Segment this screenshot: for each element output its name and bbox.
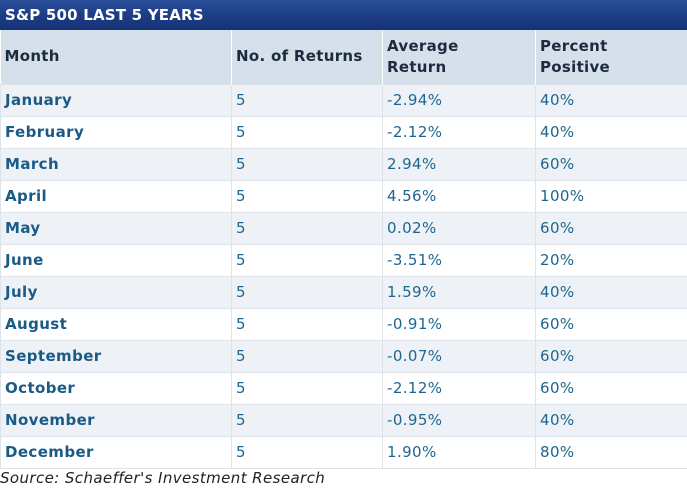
returns-cell: 5 — [231, 435, 383, 469]
returns-cell: 5 — [231, 275, 383, 309]
table-row: September 5 -0.07% 60% — [0, 339, 687, 373]
average-return-cell: -0.07% — [382, 339, 536, 373]
table-row: March 5 2.94% 60% — [0, 147, 687, 181]
month-cell: October — [0, 371, 232, 405]
average-return-cell: -3.51% — [382, 243, 536, 277]
table-row: July 5 1.59% 40% — [0, 275, 687, 309]
column-header-average-line2: Return — [387, 57, 447, 76]
average-return-cell: 1.59% — [382, 275, 536, 309]
source-note: Source: Schaeffer's Investment Research — [0, 469, 326, 487]
average-return-cell: -2.94% — [382, 83, 536, 117]
average-return-cell: -0.91% — [382, 307, 536, 341]
table-header: Month No. of Returns Average Return Perce… — [0, 30, 687, 84]
month-cell: February — [0, 115, 232, 149]
table-row: October 5 -2.12% 60% — [0, 371, 687, 405]
percent-positive-cell: 60% — [535, 339, 687, 373]
table-body: January 5 -2.94% 40% February 5 -2.12% 40% Mar… — [0, 83, 687, 469]
column-header-percent-line1: Percent — [540, 36, 608, 55]
returns-cell: 5 — [231, 179, 383, 213]
percent-positive-cell: 60% — [535, 371, 687, 405]
table-row: April 5 4.56% 100% — [0, 179, 687, 213]
table-row: August 5 -0.91% 60% — [0, 307, 687, 341]
month-cell: November — [0, 403, 232, 437]
returns-cell: 5 — [231, 115, 383, 149]
month-cell: March — [0, 147, 232, 181]
percent-positive-cell: 60% — [535, 211, 687, 245]
returns-cell: 5 — [231, 307, 383, 341]
table-row: May 5 0.02% 60% — [0, 211, 687, 245]
month-cell: July — [0, 275, 232, 309]
month-cell: May — [0, 211, 232, 245]
returns-cell: 5 — [231, 243, 383, 277]
returns-cell: 5 — [231, 147, 383, 181]
average-return-cell: -2.12% — [382, 371, 536, 405]
month-cell: April — [0, 179, 232, 213]
percent-positive-cell: 100% — [535, 179, 687, 213]
column-header-percent-positive: Percent Positive — [535, 30, 687, 84]
header-row: Month No. of Returns Average Return Perce… — [0, 30, 687, 84]
column-header-month-label: Month — [4, 47, 60, 66]
table-row: February 5 -2.12% 40% — [0, 115, 687, 149]
percent-positive-cell: 80% — [535, 435, 687, 469]
table-row: December 5 1.90% 80% — [0, 435, 687, 469]
column-header-returns: No. of Returns — [231, 30, 383, 84]
column-header-average-line1: Average — [387, 36, 459, 55]
percent-positive-cell: 40% — [535, 83, 687, 117]
percent-positive-cell: 40% — [535, 115, 687, 149]
returns-cell: 5 — [231, 339, 383, 373]
column-header-month: Month — [0, 30, 232, 84]
month-cell: June — [0, 243, 232, 277]
table-row: January 5 -2.94% 40% — [0, 83, 687, 117]
returns-cell: 5 — [231, 83, 383, 117]
returns-table: Month No. of Returns Average Return Perce… — [0, 30, 687, 469]
percent-positive-cell: 60% — [535, 147, 687, 181]
month-cell: September — [0, 339, 232, 373]
month-cell: December — [0, 435, 232, 469]
month-cell: January — [0, 83, 232, 117]
average-return-cell: 4.56% — [382, 179, 536, 213]
column-header-returns-label: No. of Returns — [236, 47, 363, 66]
average-return-cell: 2.94% — [382, 147, 536, 181]
average-return-cell: -2.12% — [382, 115, 536, 149]
returns-cell: 5 — [231, 403, 383, 437]
percent-positive-cell: 20% — [535, 243, 687, 277]
percent-positive-cell: 40% — [535, 275, 687, 309]
returns-cell: 5 — [231, 211, 383, 245]
column-header-percent-line2: Positive — [540, 57, 611, 76]
average-return-cell: 1.90% — [382, 435, 536, 469]
table-row: June 5 -3.51% 20% — [0, 243, 687, 277]
returns-cell: 5 — [231, 371, 383, 405]
month-cell: August — [0, 307, 232, 341]
average-return-cell: 0.02% — [382, 211, 536, 245]
table-row: November 5 -0.95% 40% — [0, 403, 687, 437]
average-return-cell: -0.95% — [382, 403, 536, 437]
percent-positive-cell: 40% — [535, 403, 687, 437]
percent-positive-cell: 60% — [535, 307, 687, 341]
column-header-average-return: Average Return — [382, 30, 536, 84]
table-title: S&P 500 LAST 5 YEARS — [0, 0, 687, 30]
